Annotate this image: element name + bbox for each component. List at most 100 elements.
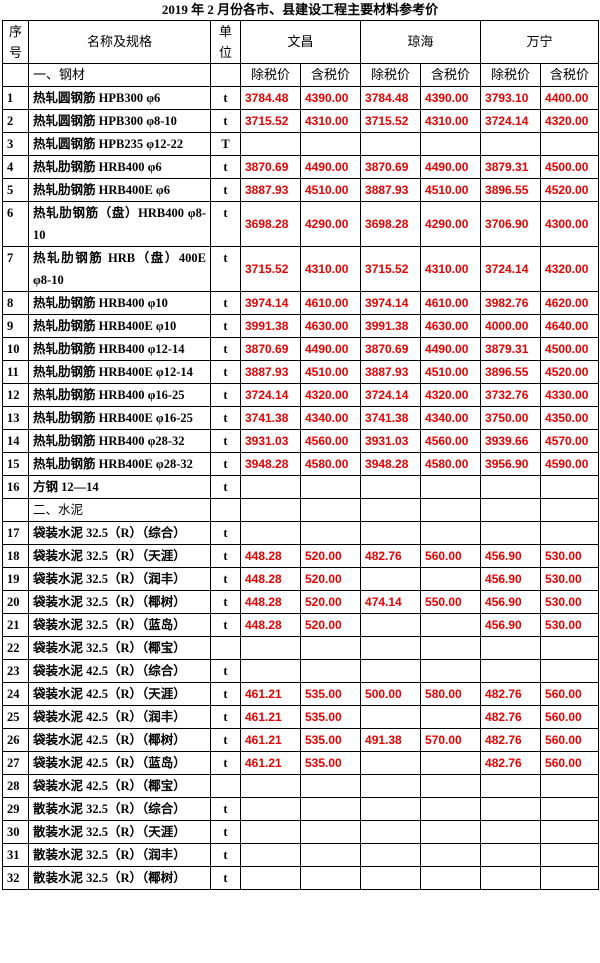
price-cell: 3741.38 — [360, 406, 422, 430]
material-name: 袋装水泥 32.5（R）（蓝岛） — [28, 613, 211, 637]
price-cell — [240, 521, 301, 545]
unit-cell: t — [210, 360, 241, 384]
table-row: 2 热轧圆钢筋 HPB300 φ8-10 t 3715.52 4310.00 3715.5… — [2, 109, 600, 133]
table-row: 13 热轧肋钢筋 HRB400E φ16-25 t 3741.38 4340.00 374… — [2, 406, 600, 430]
price-cell — [420, 659, 482, 683]
price-cell: 4290.00 — [420, 201, 482, 247]
price-cell — [540, 843, 600, 867]
table-row: 32 散装水泥 32.5（R）（椰树） t — [2, 866, 600, 890]
unit-cell: t — [210, 659, 241, 683]
price-cell: 500.00 — [360, 682, 422, 706]
unit-cell — [210, 774, 241, 798]
unit-cell: t — [210, 866, 241, 890]
price-cell: 4320.00 — [420, 383, 482, 407]
price-cell: 3896.55 — [480, 178, 542, 202]
row-number: 16 — [2, 475, 29, 499]
price-cell — [299, 659, 362, 683]
price-type-cell: 含税价 — [299, 63, 362, 87]
price-cell: 535.00 — [299, 705, 362, 729]
table-row: 23 袋装水泥 42.5（R）（综合） t — [2, 659, 600, 683]
row-number: 8 — [2, 291, 29, 315]
price-cell — [240, 843, 301, 867]
header-cell: 单位 — [210, 20, 241, 64]
row-number: 21 — [2, 613, 29, 637]
table-row: 31 散装水泥 32.5（R）（润丰） t — [2, 843, 600, 867]
region-cell: 文昌 — [239, 20, 362, 64]
material-name: 方钢 12—14 — [28, 475, 211, 499]
price-cell: 530.00 — [540, 544, 600, 568]
price-cell: 3870.69 — [240, 155, 301, 179]
unit-cell: t — [210, 86, 241, 110]
price-cell: 4300.00 — [540, 201, 600, 247]
row-number: 28 — [2, 774, 29, 798]
price-cell: 520.00 — [299, 613, 362, 637]
price-cell: 4520.00 — [540, 178, 600, 202]
price-cell — [360, 475, 422, 499]
row-number: 25 — [2, 705, 29, 729]
price-cell: 4290.00 — [299, 201, 362, 247]
table-row: 21 袋装水泥 32.5（R）（蓝岛） t 448.28 520.00 456.90 530… — [2, 613, 600, 637]
price-cell: 3732.76 — [480, 383, 542, 407]
unit-cell: T — [210, 132, 241, 156]
price-type-cell: 除税价 — [360, 63, 422, 87]
material-name: 袋装水泥 42.5（R）（椰树） — [28, 728, 211, 752]
price-cell: 4310.00 — [299, 109, 362, 133]
price-cell: 448.28 — [240, 567, 301, 591]
price-cell: 4610.00 — [420, 291, 482, 315]
price-cell — [360, 636, 422, 660]
table-row: 26 袋装水泥 42.5（R）（椰树） t 461.21 535.00 491.38 570… — [2, 728, 600, 752]
table-row: 二、水泥 — [2, 498, 600, 522]
row-number: 13 — [2, 406, 29, 430]
price-cell: 3896.55 — [480, 360, 542, 384]
price-cell: 560.00 — [540, 728, 600, 752]
row-number: 26 — [2, 728, 29, 752]
price-cell: 461.21 — [240, 705, 301, 729]
table-row: 6 热轧肋钢筋（盘）HRB400 φ8-10 t 3698.28 4290.00 3698… — [2, 201, 600, 247]
title: 2019 年 2 月份各市、县建设工程主要材料参考价 — [161, 2, 439, 17]
price-cell — [420, 132, 482, 156]
price-cell — [299, 866, 362, 890]
material-name: 热轧肋钢筋 HRB400E φ10 — [28, 314, 211, 338]
material-name: 袋装水泥 32.5（R）（润丰） — [28, 567, 211, 591]
material-name: 袋装水泥 42.5（R）（润丰） — [28, 705, 211, 729]
row-number: 12 — [2, 383, 29, 407]
material-name: 热轧肋钢筋 HRB400E φ28-32 — [28, 452, 211, 476]
price-cell — [240, 774, 301, 798]
price-cell: 580.00 — [420, 682, 482, 706]
cell — [360, 498, 422, 522]
price-cell: 474.14 — [360, 590, 422, 614]
row-number: 18 — [2, 544, 29, 568]
price-cell: 3939.66 — [480, 429, 542, 453]
unit-cell: t — [210, 797, 241, 821]
price-cell — [480, 521, 542, 545]
table-row: 15 热轧肋钢筋 HRB400E φ28-32 t 3948.28 4580.00 394… — [2, 452, 600, 476]
unit-cell: t — [210, 109, 241, 133]
price-cell: 448.28 — [240, 590, 301, 614]
price-cell — [299, 843, 362, 867]
price-cell — [360, 843, 422, 867]
price-cell: 448.28 — [240, 544, 301, 568]
subheader-row: 一、钢材 除税价 含税价 除税价 含税价 除税价 含税价 — [2, 63, 600, 87]
material-name: 热轧肋钢筋（盘）HRB400 φ8-10 — [28, 201, 211, 247]
material-name: 热轧肋钢筋 HRB400 φ28-32 — [28, 429, 211, 453]
region-cell: 琼海 — [360, 20, 482, 64]
material-name: 散装水泥 32.5（R）（天涯） — [28, 820, 211, 844]
material-name: 散装水泥 32.5（R）（椰树） — [28, 866, 211, 890]
row-number: 14 — [2, 429, 29, 453]
price-cell: 4580.00 — [299, 452, 362, 476]
price-cell — [360, 659, 422, 683]
price-cell — [360, 797, 422, 821]
unit-cell: t — [210, 155, 241, 179]
price-cell: 4570.00 — [540, 429, 600, 453]
price-cell — [420, 820, 482, 844]
price-cell: 4560.00 — [420, 429, 482, 453]
price-cell — [480, 774, 542, 798]
row-number: 15 — [2, 452, 29, 476]
price-cell — [540, 797, 600, 821]
price-cell: 550.00 — [420, 590, 482, 614]
price-cell — [240, 866, 301, 890]
table-row: 22 袋装水泥 32.5（R）（椰宝） — [2, 636, 600, 660]
material-name: 袋装水泥 42.5（R）（天涯） — [28, 682, 211, 706]
price-cell: 4310.00 — [299, 246, 362, 292]
price-cell: 3715.52 — [360, 109, 422, 133]
